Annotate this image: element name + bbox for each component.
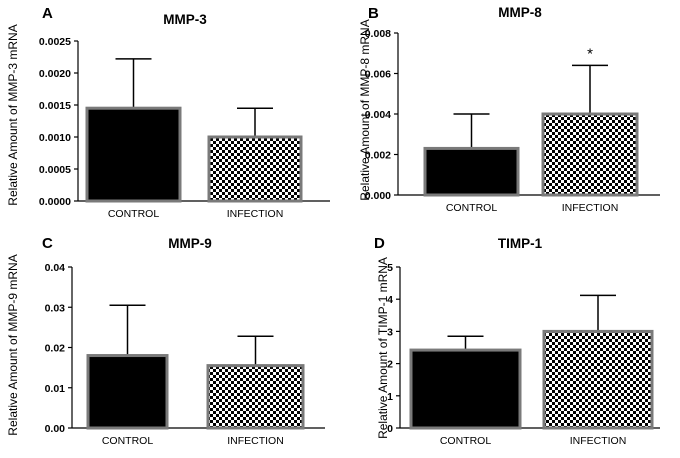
chart-title-a: MMP-3 [163, 12, 207, 27]
significance-marker-b: * [587, 45, 593, 62]
category-label-control-c: CONTROL [102, 435, 153, 447]
y-axis-label-c: Relative Amount of MMP-9 mRNA [6, 254, 20, 435]
category-label-infection-a: INFECTION [227, 208, 284, 220]
bar-control-b [423, 146, 520, 197]
panel-c: C MMP-9 Relative Amount of MMP-9 mRNA [6, 235, 212, 436]
y-axis-label-d: Relative Amount of TIMP-1 mRNA [376, 257, 390, 439]
bar-control-c [86, 354, 169, 430]
y-tick-label-c: 0.01 [45, 383, 66, 395]
y-tick-label-c: 0.03 [45, 302, 66, 314]
y-tick-label-d: 1 [387, 391, 393, 403]
bar-infection-a [207, 135, 303, 203]
y-tick-label-c: 0.04 [45, 262, 66, 274]
y-tick-label-a: 0.0015 [39, 100, 71, 112]
y-tick-label-d: 0 [387, 423, 393, 435]
y-tick-label-d: 4 [387, 294, 393, 306]
panel-b: B MMP-8 Relative Amount of MMP-8 mRNA [358, 5, 542, 201]
y-tick-label-b: 0.008 [365, 28, 391, 40]
chart-title-d: TIMP-1 [498, 236, 543, 251]
y-tick-label-c: 0.00 [45, 423, 66, 435]
panel-letter-a: A [42, 5, 53, 22]
category-label-control-b: CONTROL [446, 202, 497, 214]
bar-control-a [85, 106, 182, 203]
y-tick-label-b: 0.004 [365, 109, 391, 121]
y-tick-label-b: 0.002 [365, 150, 391, 162]
y-tick-label-a: 0.0000 [39, 196, 71, 208]
chart-title-c: MMP-9 [168, 236, 212, 251]
plot-area-d: 0 1 2 3 4 5 CONTROL INFECTION [387, 262, 660, 447]
panel-letter-c: C [42, 235, 53, 252]
y-axis-label-a: Relative Amount of MMP-3 mRNA [6, 24, 20, 205]
y-tick-label-b: 0.006 [365, 69, 391, 81]
y-tick-label-c: 0.02 [45, 343, 66, 355]
plot-area-b: 0.000 0.002 0.004 0.006 0.008 CONTROL INFECTIO… [365, 28, 660, 214]
chart-title-b: MMP-8 [498, 5, 542, 20]
y-tick-label-a: 0.0020 [39, 68, 71, 80]
bar-infection-b [541, 112, 639, 197]
y-tick-label-a: 0.0025 [39, 36, 71, 48]
panel-d: D TIMP-1 Relative Amount of TIMP-1 mRNA [374, 235, 543, 439]
plot-area-a: 0.0000 0.0005 0.0010 0.0015 0.0020 0.0025 CONT… [39, 36, 330, 220]
y-tick-label-d: 3 [387, 326, 393, 338]
y-axis-label-b: Relative Amount of MMP-8 mRNA [358, 19, 372, 200]
category-label-infection-d: INFECTION [570, 435, 627, 447]
category-label-control-d: CONTROL [440, 435, 491, 447]
panel-a: A MMP-3 Relative Amount of MMP-3 mRNA [6, 5, 207, 206]
y-tick-label-a: 0.0005 [39, 164, 71, 176]
category-label-infection-b: INFECTION [562, 202, 619, 214]
y-tick-label-a: 0.0010 [39, 132, 71, 144]
y-tick-label-b: 0.000 [365, 190, 391, 202]
category-label-infection-c: INFECTION [227, 435, 284, 447]
y-tick-label-d: 5 [387, 262, 393, 274]
bar-infection-d [542, 329, 654, 430]
y-tick-label-d: 2 [387, 359, 393, 371]
category-label-control-a: CONTROL [108, 208, 159, 220]
plot-area-c: 0.00 0.01 0.02 0.03 0.04 CONTROL INFECTION [45, 262, 325, 447]
panel-letter-d: D [374, 235, 385, 252]
bar-infection-c [206, 364, 305, 430]
bar-control-d [409, 348, 522, 430]
panel-letter-b: B [368, 5, 379, 22]
